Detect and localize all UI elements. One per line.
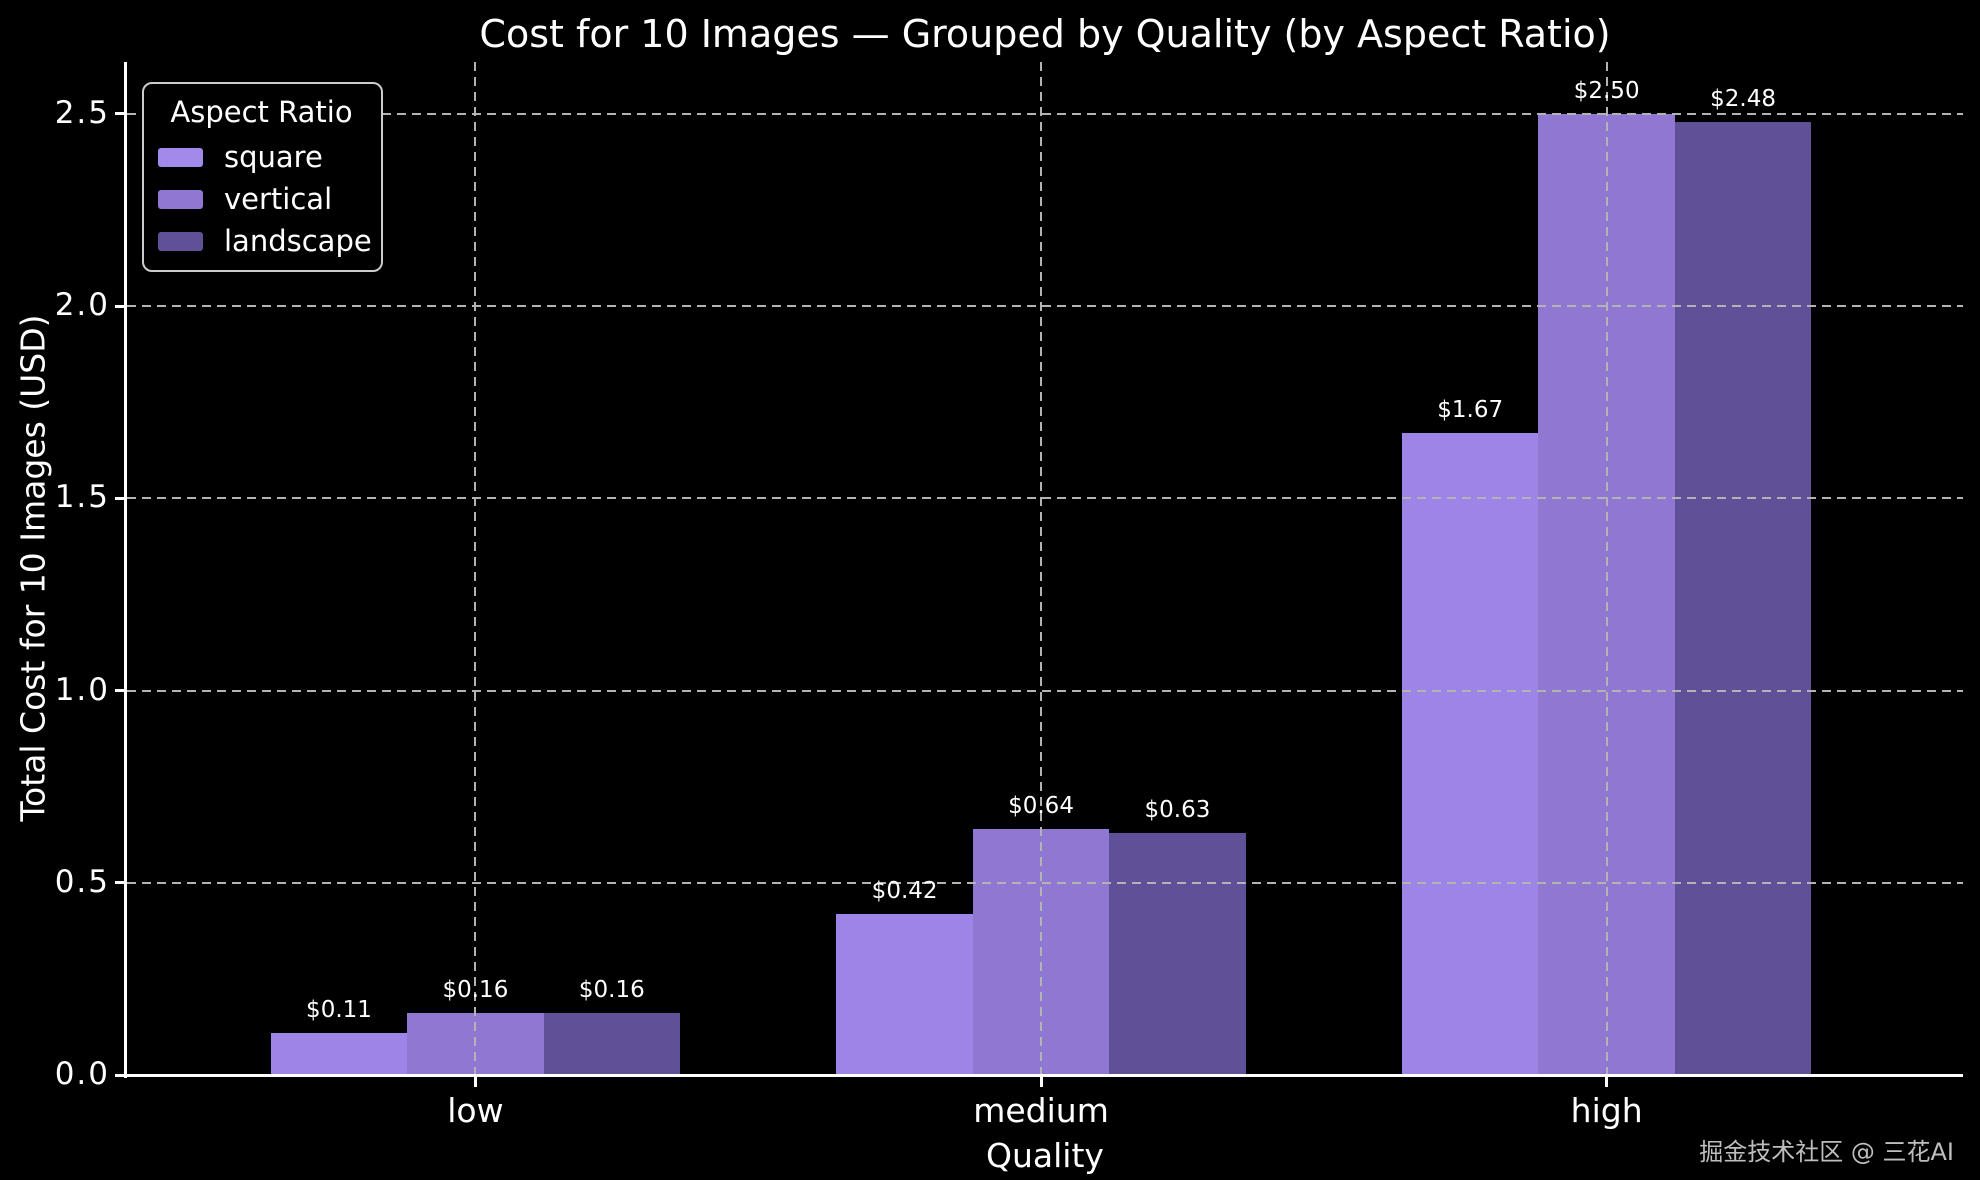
legend-item-label: vertical — [224, 182, 333, 216]
y-tick-label: 2.0 — [54, 287, 110, 324]
x-gridline — [1605, 62, 1608, 1075]
legend-item: vertical — [158, 183, 365, 216]
bar-value-label: $0.63 — [1144, 796, 1211, 823]
y-tick-label: 1.0 — [54, 671, 110, 708]
x-axis-spine — [124, 1074, 1963, 1077]
y-tick — [115, 496, 127, 500]
x-tick — [473, 1075, 477, 1087]
y-tick-label: 0.5 — [54, 863, 110, 900]
legend-swatch — [158, 232, 203, 251]
bar-landscape-low — [543, 1013, 681, 1075]
watermark-text: 掘金技术社区 @ 三花AI — [1699, 1138, 1954, 1166]
legend-swatch — [158, 148, 203, 167]
y-tick — [115, 304, 127, 308]
y-tick — [115, 881, 127, 885]
bar-square-low — [270, 1032, 408, 1075]
legend-item: square — [158, 141, 365, 174]
bar-value-label: $0.64 — [1008, 792, 1074, 819]
y-tick — [115, 689, 127, 693]
legend-swatch — [158, 190, 203, 209]
legend-item-label: landscape — [224, 224, 372, 258]
x-tick — [1605, 1075, 1609, 1087]
bar-value-label: $0.16 — [578, 977, 645, 1004]
bar-value-label: $0.42 — [871, 877, 938, 904]
bar-value-label: $2.50 — [1573, 77, 1640, 104]
y-gridline — [127, 497, 1963, 500]
y-axis-spine — [124, 62, 127, 1078]
bar-square-high — [1402, 432, 1539, 1075]
bar-value-label: $2.48 — [1710, 85, 1777, 112]
bar-landscape-medium — [1109, 832, 1246, 1075]
legend-title: Aspect Ratio — [170, 95, 353, 129]
y-gridline — [127, 881, 1963, 884]
bar-landscape-high — [1674, 121, 1812, 1075]
x-gridline — [474, 62, 477, 1075]
y-gridline — [127, 305, 1963, 308]
x-axis-label: Quality — [986, 1136, 1104, 1175]
y-gridline — [127, 112, 1963, 115]
y-tick — [115, 1073, 127, 1077]
legend-item-label: square — [224, 140, 323, 174]
chart-title: Cost for 10 Images — Grouped by Quality … — [479, 12, 1611, 56]
y-axis-label: Total Cost for 10 Images (USD) — [13, 314, 53, 822]
y-tick — [115, 112, 127, 116]
legend-item: landscape — [158, 225, 372, 258]
bar-square-medium — [836, 913, 973, 1075]
x-gridline — [1040, 62, 1043, 1075]
bar-value-label: $0.11 — [306, 996, 372, 1023]
y-tick-label: 2.5 — [54, 94, 110, 131]
y-tick-label: 1.5 — [54, 479, 110, 516]
y-tick-label: 0.0 — [54, 1056, 110, 1092]
x-category-label: medium — [973, 1091, 1109, 1130]
legend-items: square vertical landscape — [158, 141, 372, 258]
x-tick — [1039, 1075, 1043, 1087]
bar-value-label: $0.16 — [442, 977, 509, 1004]
x-category-label: low — [447, 1091, 504, 1130]
x-category-label: high — [1570, 1091, 1643, 1130]
legend-box: Aspect Ratio square vertical landscape — [142, 82, 383, 272]
y-gridline — [127, 689, 1963, 692]
bar-value-label: $1.67 — [1437, 396, 1504, 423]
